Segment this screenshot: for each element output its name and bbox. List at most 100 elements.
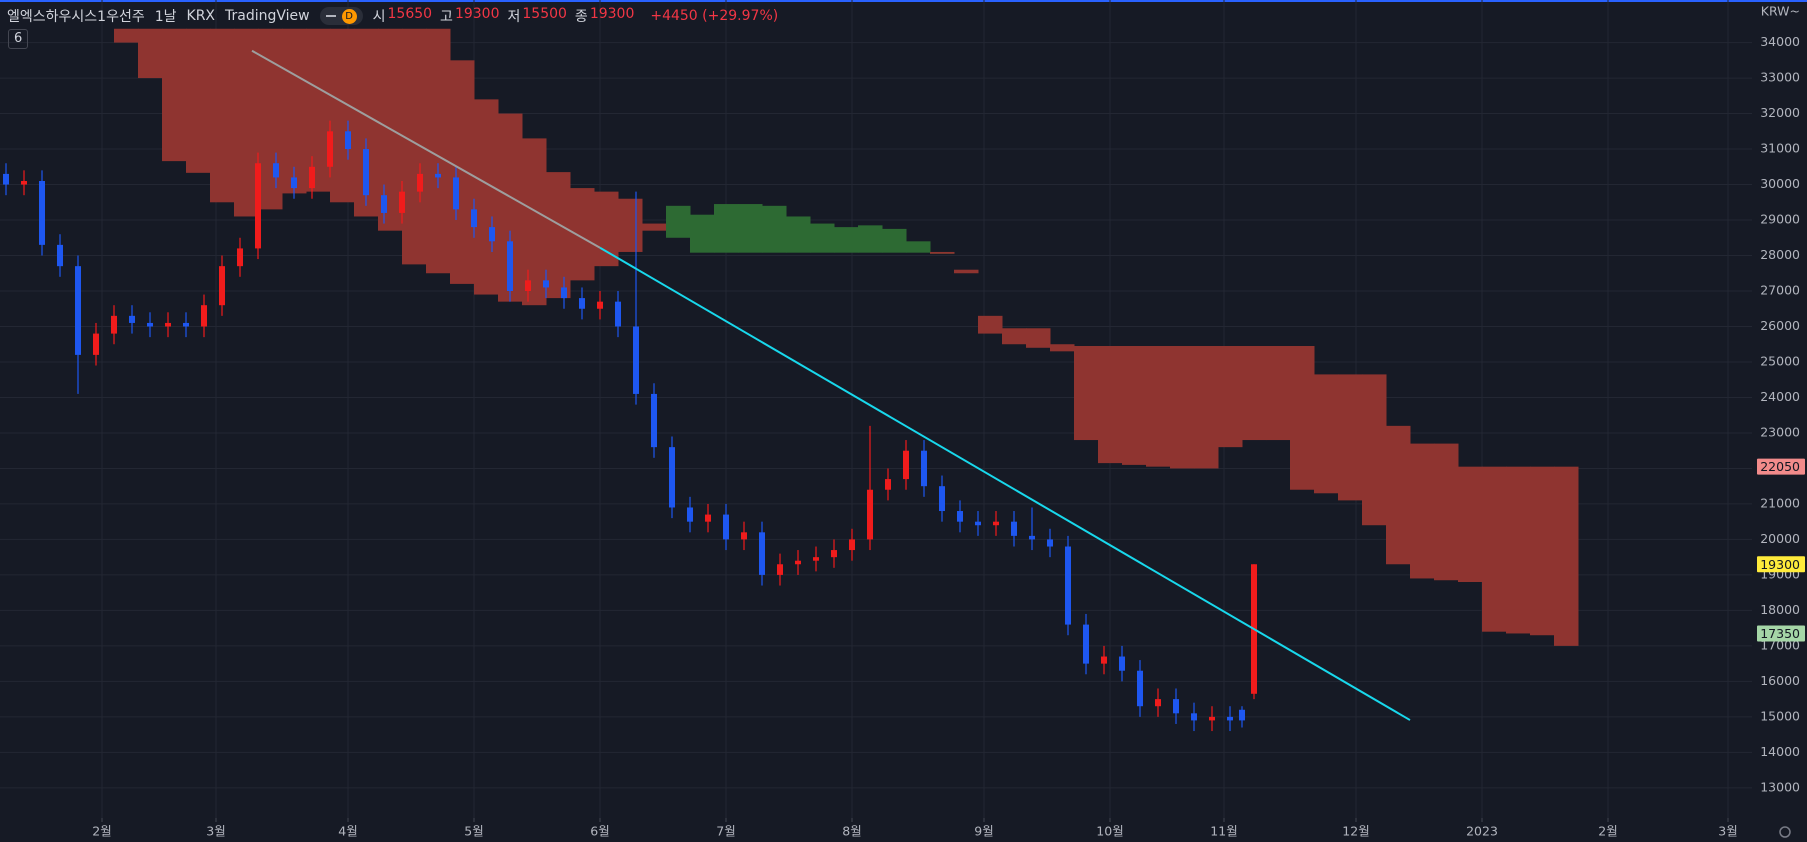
axes: 1300014000150001600017000180001900020000… xyxy=(92,34,1800,838)
candle-body xyxy=(309,166,315,189)
y-tick-label: 15000 xyxy=(1760,708,1800,723)
candle-body xyxy=(1029,535,1035,540)
candle-body xyxy=(363,149,369,196)
legend-header: 엘엑스하우시스1우선주 1날 KRX TradingView D 시 15650 고… xyxy=(7,6,778,26)
cloud-band xyxy=(1194,346,1219,469)
cloud-band xyxy=(138,28,163,79)
change: +4450 (+29.97%) xyxy=(650,8,779,24)
exchange: KRX xyxy=(186,8,216,24)
candle-body xyxy=(849,539,855,551)
candle-body xyxy=(921,450,927,487)
cloud-band xyxy=(1146,346,1171,467)
candle-body xyxy=(687,507,693,522)
y-tick-label: 18000 xyxy=(1760,602,1800,617)
x-tick-label: 2023 xyxy=(1466,824,1498,839)
ohlc-label: 시 xyxy=(372,9,386,25)
price-label-box xyxy=(1757,556,1805,573)
y-tick-label: 24000 xyxy=(1760,389,1800,404)
candle-body xyxy=(831,550,837,558)
candle-body xyxy=(129,315,135,323)
candle-body xyxy=(939,486,945,512)
visibility-toggle[interactable]: D xyxy=(319,7,363,25)
badge: D xyxy=(341,8,357,24)
cloud-band xyxy=(450,60,475,284)
settings-icon[interactable] xyxy=(1779,826,1791,838)
top-border xyxy=(0,0,1807,2)
cloud-band xyxy=(282,28,307,194)
indicator-count: 6 xyxy=(14,31,23,46)
candle-body xyxy=(561,287,567,299)
candle-body xyxy=(417,173,423,192)
cloud-band xyxy=(858,225,883,253)
cloud-band xyxy=(1026,328,1051,348)
candle-body xyxy=(255,163,261,249)
clouds xyxy=(114,28,1579,646)
candle-body xyxy=(1209,716,1215,721)
candle-body xyxy=(867,489,873,540)
candle-body xyxy=(201,305,207,327)
y-tick-label: 31000 xyxy=(1760,141,1800,156)
cloud-band xyxy=(114,28,139,43)
candle-body xyxy=(885,479,891,490)
gear[interactable] xyxy=(1779,826,1791,838)
ohlc-value: 19300 xyxy=(454,6,500,22)
cloud-band xyxy=(906,241,931,253)
cloud-band xyxy=(1314,374,1339,494)
candle-body xyxy=(471,209,477,228)
cloud-band xyxy=(1266,346,1291,441)
candle-body xyxy=(1155,699,1161,707)
candle-body xyxy=(903,450,909,480)
symbol[interactable]: 엘엑스하우시스1우선주 xyxy=(7,9,145,25)
x-tick-label: 3월 xyxy=(206,824,225,839)
candle-body xyxy=(615,301,621,327)
candle-body xyxy=(93,333,99,355)
candles xyxy=(3,120,1257,732)
candle-body xyxy=(633,326,639,394)
cloud-band xyxy=(1218,346,1243,448)
candle-body xyxy=(651,393,657,448)
candle-body xyxy=(453,177,459,210)
candle-body xyxy=(1137,670,1143,707)
cloud-band xyxy=(1050,344,1075,352)
candle-body xyxy=(777,564,783,575)
x-tick-label: 11월 xyxy=(1210,824,1237,839)
cloud-band xyxy=(1290,346,1315,490)
cloud-band xyxy=(690,214,715,253)
y-tick-label: 13000 xyxy=(1760,779,1800,794)
x-tick-label: 5월 xyxy=(464,824,483,839)
candle-body xyxy=(1065,546,1071,625)
x-tick-label: 2월 xyxy=(1598,824,1617,839)
candle-body xyxy=(543,280,549,288)
x-tick-label: 3월 xyxy=(1718,824,1737,839)
candle-body xyxy=(669,447,675,508)
candle-body xyxy=(21,180,27,185)
cloud-band xyxy=(1434,443,1459,581)
cloud-band xyxy=(642,223,667,231)
candle-body xyxy=(993,521,999,526)
cloud-band xyxy=(162,28,187,162)
cloud-band xyxy=(738,204,763,253)
currency-label[interactable]: KRW~ xyxy=(1761,4,1800,19)
candle-body xyxy=(1101,656,1107,664)
cloud-band xyxy=(762,205,787,253)
interval[interactable]: 1날 xyxy=(154,9,177,25)
cloud-band xyxy=(978,315,1003,334)
candle-body xyxy=(1173,699,1179,714)
cloud-band xyxy=(258,28,283,210)
candle-body xyxy=(795,560,801,565)
y-tick-label: 26000 xyxy=(1760,318,1800,333)
price-label-box xyxy=(1757,458,1805,475)
candle-body xyxy=(741,532,747,540)
candle-body xyxy=(183,322,189,327)
candle-body xyxy=(39,180,45,245)
y-tick-label: 23000 xyxy=(1760,424,1800,439)
cloud-band xyxy=(930,251,955,254)
y-tick-label: 16000 xyxy=(1760,673,1800,688)
candle-body xyxy=(1047,539,1053,547)
candle-body xyxy=(975,521,981,526)
cloud-band xyxy=(1170,346,1195,469)
cloud-band xyxy=(666,205,691,238)
cloud-band xyxy=(234,28,259,217)
indicators-toggle[interactable]: 6 xyxy=(8,29,29,49)
